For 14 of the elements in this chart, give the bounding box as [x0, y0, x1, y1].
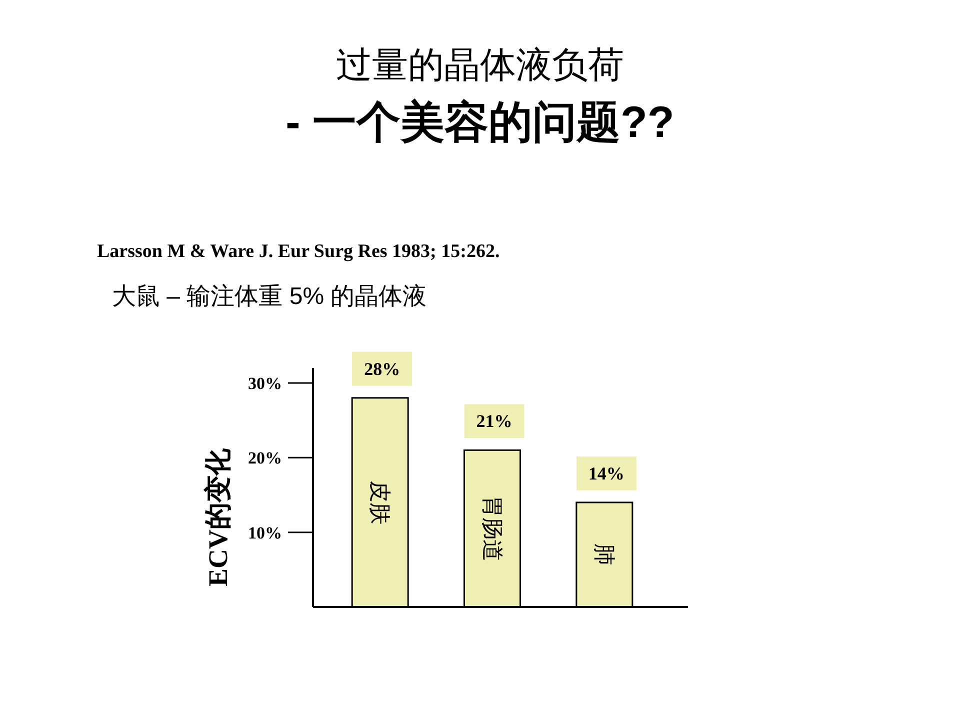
value-label: 28%	[364, 358, 400, 379]
y-tick-label: 20%	[248, 448, 282, 468]
y-tick-label: 10%	[248, 523, 282, 542]
category-label: 胃肠道	[480, 496, 505, 562]
title: 过量的晶体液负荷	[336, 44, 624, 85]
annotation: 大鼠 – 输注体重 5% 的晶体液	[112, 283, 427, 310]
y-tick-label: 30%	[248, 374, 282, 393]
annotation: Larsson M & Ware J. Eur Surg Res 1983; 15:262.	[97, 241, 500, 262]
category-label: 皮肤	[368, 480, 393, 524]
category-label: 肺	[592, 544, 617, 566]
value-label: 14%	[588, 463, 624, 484]
value-label: 21%	[476, 411, 512, 432]
subtitle: - 一个美容的问题??	[286, 98, 674, 147]
y-axis-title: ECV的变化	[203, 448, 233, 586]
